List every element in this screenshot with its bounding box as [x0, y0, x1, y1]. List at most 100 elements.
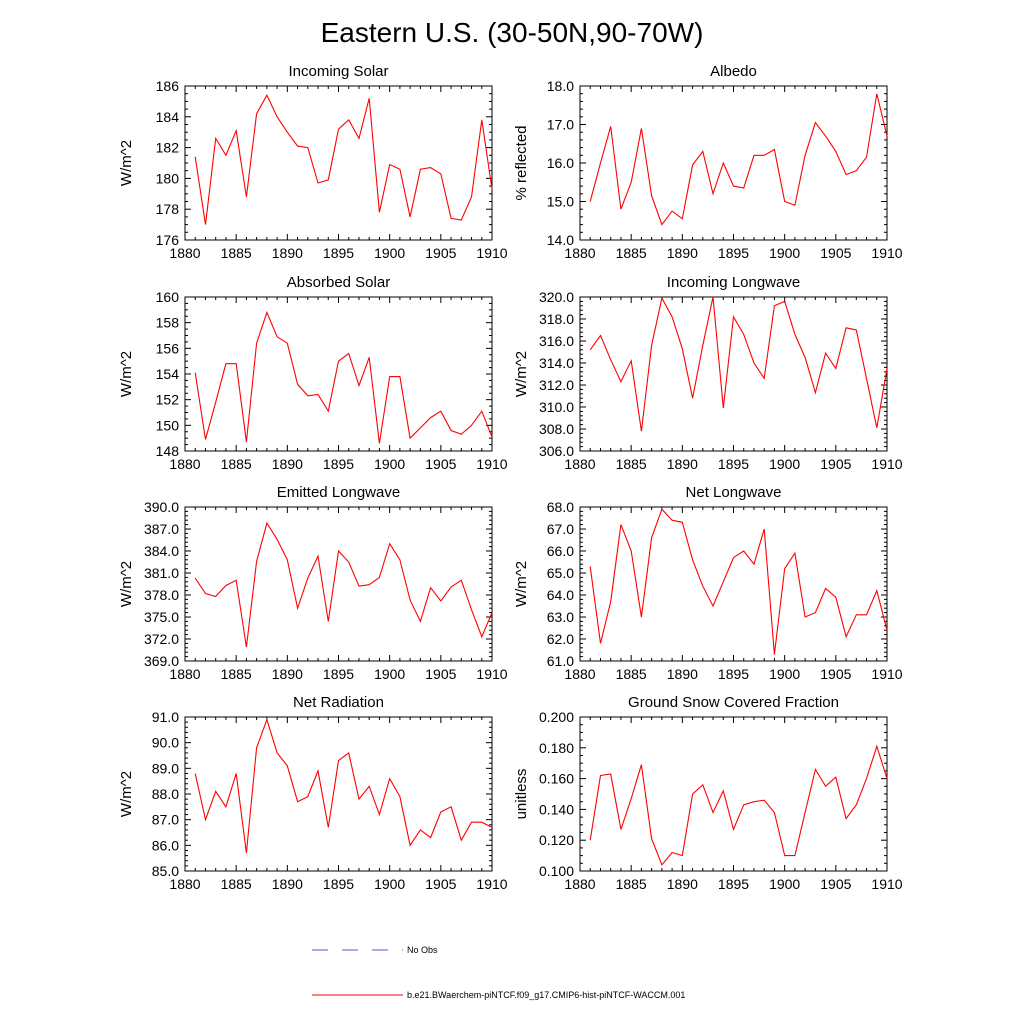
y-tick-label: 390.0 — [144, 499, 179, 515]
y-tick-label: 160 — [156, 289, 180, 305]
panel-title: Ground Snow Covered Fraction — [628, 694, 839, 711]
x-tick-label: 1900 — [769, 666, 800, 682]
plot-frame — [184, 296, 493, 452]
x-tick-label: 1905 — [425, 456, 456, 472]
y-tick-label: 67.0 — [547, 521, 574, 537]
chart-panel: Net Longwave W/m^2 1880 1885 1890 1895 1900 190… — [513, 484, 903, 682]
y-axis-label: W/m^2 — [118, 771, 135, 817]
y-tick-label: 182 — [156, 140, 180, 156]
y-axis-label: W/m^2 — [513, 351, 530, 397]
y-tick-label: 64.0 — [547, 587, 574, 603]
y-tick-label: 86.0 — [152, 837, 179, 853]
y-tick-label: 88.0 — [152, 786, 179, 802]
y-tick-label: 152 — [156, 392, 180, 408]
x-tick-label: 1900 — [374, 456, 405, 472]
x-tick-label: 1900 — [769, 876, 800, 892]
series-line — [194, 717, 493, 854]
x-tick-label: 1910 — [871, 876, 902, 892]
x-tick-label: 1880 — [169, 245, 200, 261]
x-tick-label: 1905 — [425, 245, 456, 261]
x-tick-label: 1895 — [718, 666, 749, 682]
x-tick-label: 1895 — [718, 876, 749, 892]
y-axis-label: unitless — [513, 769, 530, 820]
x-tick-label: 1895 — [718, 456, 749, 472]
y-tick-label: 312.0 — [539, 377, 574, 393]
y-tick-label: 17.0 — [547, 117, 574, 133]
figure-title: Eastern U.S. (30-50N,90-70W) — [321, 17, 704, 48]
chart-panel: Emitted Longwave W/m^2 1880 1885 1890 1895 190… — [118, 484, 508, 682]
y-tick-label: 89.0 — [152, 760, 179, 776]
panel-title: Albedo — [710, 63, 757, 80]
y-axis-label: W/m^2 — [118, 140, 135, 186]
y-tick-label: 180 — [156, 170, 180, 186]
y-tick-label: 0.180 — [539, 740, 574, 756]
y-tick-label: 387.0 — [144, 521, 179, 537]
x-tick-label: 1905 — [425, 876, 456, 892]
chart-panel: Incoming Longwave W/m^2 1880 1885 1890 1895 19… — [513, 274, 903, 472]
panel-title: Net Radiation — [293, 694, 384, 711]
x-tick-label: 1910 — [476, 456, 507, 472]
y-tick-label: 316.0 — [539, 333, 574, 349]
x-tick-label: 1900 — [769, 456, 800, 472]
x-tick-label: 1910 — [871, 456, 902, 472]
y-axis-label: W/m^2 — [513, 561, 530, 607]
y-tick-label: 369.0 — [144, 653, 179, 669]
y-tick-label: 63.0 — [547, 609, 574, 625]
y-tick-label: 148 — [156, 443, 180, 459]
plot-frame — [184, 85, 493, 241]
legend: No Obs b.e21.BWaerchem-piNTCF.f09_g17.CM… — [312, 945, 685, 1000]
plot-frame — [579, 716, 888, 872]
y-tick-label: 15.0 — [547, 194, 574, 210]
y-tick-label: 184 — [156, 109, 180, 125]
y-tick-label: 0.120 — [539, 832, 574, 848]
y-tick-label: 378.0 — [144, 587, 179, 603]
x-tick-label: 1885 — [221, 666, 252, 682]
series-line — [194, 93, 493, 225]
panel-title: Absorbed Solar — [287, 274, 390, 291]
y-tick-label: 372.0 — [144, 631, 179, 647]
x-tick-label: 1910 — [871, 245, 902, 261]
y-tick-label: 14.0 — [547, 232, 574, 248]
y-tick-label: 90.0 — [152, 735, 179, 751]
series-line — [589, 296, 888, 432]
panels: Incoming Solar W/m^2 1880 1885 1890 1895 1900 1… — [118, 63, 903, 892]
plot-frame — [184, 716, 493, 872]
y-tick-label: 384.0 — [144, 543, 179, 559]
x-tick-label: 1885 — [221, 876, 252, 892]
x-tick-label: 1890 — [667, 456, 698, 472]
chart-panel: Incoming Solar W/m^2 1880 1885 1890 1895 1900 1… — [118, 63, 508, 261]
x-tick-label: 1890 — [667, 666, 698, 682]
panel-title: Incoming Longwave — [667, 274, 800, 291]
y-tick-label: 65.0 — [547, 565, 574, 581]
y-tick-label: 18.0 — [547, 78, 574, 94]
x-tick-label: 1905 — [425, 666, 456, 682]
y-tick-label: 91.0 — [152, 709, 179, 725]
y-tick-label: 62.0 — [547, 631, 574, 647]
y-tick-label: 314.0 — [539, 355, 574, 371]
y-tick-label: 66.0 — [547, 543, 574, 559]
x-tick-label: 1880 — [169, 666, 200, 682]
y-tick-label: 310.0 — [539, 399, 574, 415]
chart-panel: Net Radiation W/m^2 1880 1885 1890 1895 1900 19… — [118, 694, 508, 892]
series-line — [589, 508, 888, 655]
chart-panel: Ground Snow Covered Fraction unitless 1880… — [513, 694, 903, 892]
y-tick-label: 0.100 — [539, 863, 574, 879]
y-tick-label: 156 — [156, 340, 180, 356]
y-axis-label: W/m^2 — [118, 351, 135, 397]
x-tick-label: 1890 — [272, 245, 303, 261]
y-tick-label: 306.0 — [539, 443, 574, 459]
y-tick-label: 318.0 — [539, 311, 574, 327]
y-tick-label: 61.0 — [547, 653, 574, 669]
chart-panel: Absorbed Solar W/m^2 1880 1885 1890 1895 1900 1… — [118, 274, 508, 472]
x-tick-label: 1880 — [564, 666, 595, 682]
y-tick-label: 0.160 — [539, 771, 574, 787]
y-tick-label: 16.0 — [547, 155, 574, 171]
y-tick-label: 150 — [156, 417, 180, 433]
x-tick-label: 1910 — [476, 876, 507, 892]
legend-label-model: b.e21.BWaerchem-piNTCF.f09_g17.CMIP6-his… — [407, 990, 685, 1000]
chart-panel: Albedo % reflected 1880 1885 1890 1895 1900 190… — [513, 63, 903, 261]
x-tick-label: 1900 — [769, 245, 800, 261]
series-line — [194, 521, 493, 648]
y-tick-label: 154 — [156, 366, 180, 382]
series-line — [194, 310, 493, 444]
